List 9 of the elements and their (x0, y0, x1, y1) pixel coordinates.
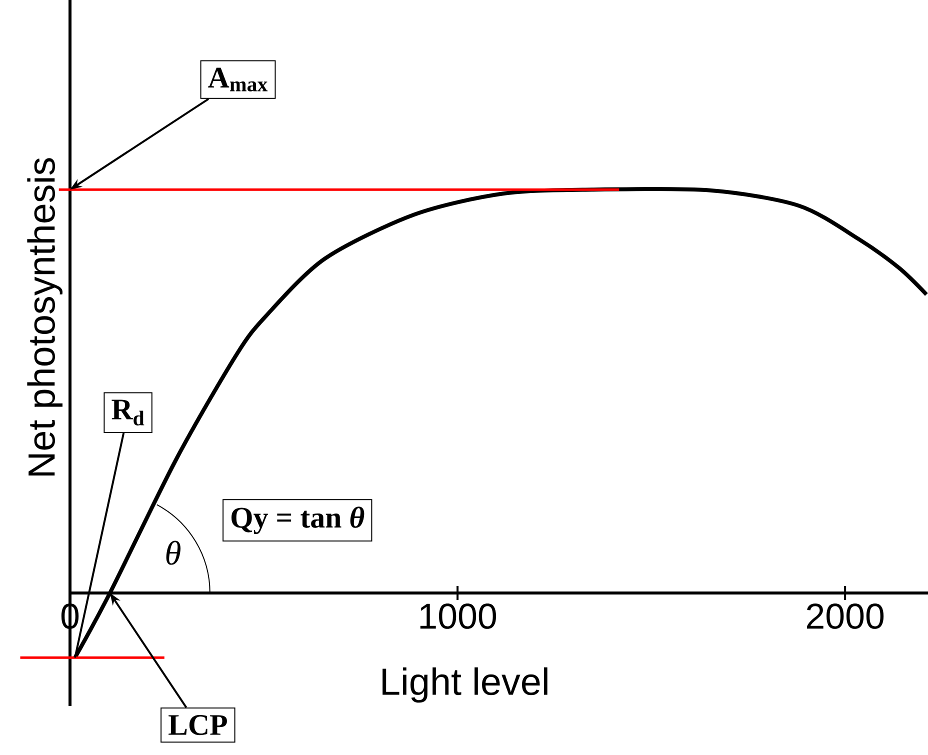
x-axis-title: Light level (382, 667, 548, 703)
annotation: Qy = tan θ (231, 506, 364, 534)
annotation: LCP (168, 714, 227, 736)
annotation: A$_{max}$ (208, 68, 268, 92)
annotation: θ (166, 540, 180, 565)
x-tick-label: 1000 (420, 604, 496, 629)
annotation: R$_{d}$ (112, 400, 144, 426)
x-tick-label: 2000 (806, 604, 884, 629)
y-axis-title: Net photosynthesis (27, 158, 62, 476)
